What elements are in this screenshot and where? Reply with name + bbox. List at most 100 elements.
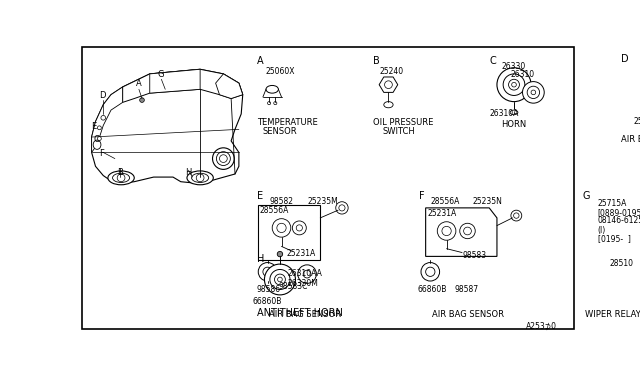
Text: 66860B: 66860B: [418, 285, 447, 294]
Polygon shape: [623, 69, 640, 131]
Text: ANTITHEFT HORN: ANTITHEFT HORN: [257, 308, 342, 318]
Bar: [586, 260, 603, 277]
Circle shape: [460, 223, 476, 239]
Circle shape: [497, 68, 531, 102]
Text: G: G: [582, 191, 589, 201]
Text: 98583C: 98583C: [278, 282, 308, 291]
Ellipse shape: [113, 173, 130, 183]
Circle shape: [268, 102, 271, 105]
Text: 25235N: 25235N: [472, 197, 502, 206]
Circle shape: [220, 155, 227, 163]
Text: A: A: [136, 79, 141, 88]
Text: 26330: 26330: [502, 62, 526, 71]
Circle shape: [272, 219, 291, 237]
Text: B: B: [117, 168, 123, 177]
Circle shape: [635, 85, 640, 97]
Text: SWITCH: SWITCH: [382, 127, 415, 136]
Circle shape: [514, 213, 519, 218]
Bar: [632, 77, 640, 112]
Text: 98583: 98583: [462, 251, 486, 260]
Text: H: H: [257, 254, 264, 264]
Bar: [259, 205, 320, 260]
Polygon shape: [92, 87, 123, 153]
Polygon shape: [123, 69, 243, 102]
Ellipse shape: [510, 110, 518, 115]
Circle shape: [385, 81, 392, 89]
Ellipse shape: [191, 173, 209, 183]
Circle shape: [196, 174, 204, 182]
Text: C: C: [94, 135, 100, 144]
Circle shape: [442, 226, 451, 235]
Text: E: E: [91, 122, 96, 131]
Text: TEMPERATURE: TEMPERATURE: [257, 118, 317, 127]
Circle shape: [336, 202, 348, 214]
Circle shape: [277, 251, 283, 257]
Text: 98587: 98587: [454, 285, 479, 294]
Text: 26310AA: 26310AA: [288, 269, 323, 279]
Circle shape: [278, 277, 282, 282]
Text: 25231A: 25231A: [286, 250, 316, 259]
Text: E: E: [257, 191, 263, 201]
Polygon shape: [426, 208, 497, 256]
Polygon shape: [216, 74, 243, 99]
Text: SENSOR: SENSOR: [263, 127, 298, 136]
Text: 98586: 98586: [257, 285, 281, 294]
Text: HORN: HORN: [502, 120, 527, 129]
Text: D: D: [621, 54, 628, 64]
Ellipse shape: [216, 152, 230, 166]
Circle shape: [97, 137, 101, 141]
Circle shape: [296, 225, 303, 231]
Circle shape: [117, 174, 125, 182]
Text: A: A: [257, 56, 263, 66]
Circle shape: [270, 269, 290, 289]
Text: C: C: [489, 56, 496, 66]
Text: B: B: [373, 56, 380, 66]
Text: 66860B: 66860B: [252, 297, 282, 306]
Circle shape: [503, 74, 525, 96]
Text: (I): (I): [598, 226, 606, 235]
Circle shape: [527, 86, 540, 99]
Text: 25235M: 25235M: [307, 197, 338, 206]
Text: 25715A: 25715A: [598, 199, 627, 208]
Text: G: G: [157, 70, 164, 79]
Text: [0889-0195]: [0889-0195]: [598, 208, 640, 217]
Circle shape: [437, 222, 456, 240]
Ellipse shape: [266, 86, 278, 93]
Polygon shape: [379, 77, 397, 92]
Polygon shape: [92, 69, 243, 183]
Text: AIR BAG SENSOR: AIR BAG SENSOR: [621, 135, 640, 144]
Text: OIL PRESSURE: OIL PRESSURE: [373, 118, 433, 127]
Bar: [603, 264, 611, 273]
Text: WIPER RELAY: WIPER RELAY: [586, 310, 640, 319]
Circle shape: [264, 264, 296, 295]
Circle shape: [97, 126, 101, 130]
Text: 28556A: 28556A: [430, 197, 460, 206]
Circle shape: [274, 102, 277, 105]
Text: 25231A: 25231A: [634, 117, 640, 126]
Circle shape: [275, 274, 285, 285]
Text: 25240: 25240: [379, 67, 403, 76]
Text: F: F: [99, 148, 104, 158]
Text: 25231A: 25231A: [428, 209, 456, 218]
Circle shape: [101, 115, 106, 120]
Text: 26310: 26310: [511, 70, 535, 79]
Ellipse shape: [93, 140, 101, 150]
Text: F: F: [419, 191, 425, 201]
Circle shape: [263, 267, 272, 276]
Circle shape: [292, 221, 307, 235]
Circle shape: [511, 82, 516, 87]
Circle shape: [588, 215, 595, 222]
Text: AIR BAG SENSOR: AIR BAG SENSOR: [432, 310, 504, 319]
Circle shape: [259, 263, 277, 281]
Text: AIR BAG SENSOR: AIR BAG SENSOR: [269, 310, 341, 319]
Ellipse shape: [212, 148, 234, 169]
Text: 08146-6125G: 08146-6125G: [598, 217, 640, 225]
Text: D: D: [99, 91, 106, 100]
Circle shape: [303, 270, 311, 278]
Circle shape: [339, 205, 345, 211]
Ellipse shape: [108, 171, 134, 185]
Text: 28556A: 28556A: [260, 206, 289, 215]
Circle shape: [522, 81, 544, 103]
Text: A253⊅0: A253⊅0: [525, 322, 557, 331]
Text: [0195-  ]: [0195- ]: [598, 234, 630, 243]
